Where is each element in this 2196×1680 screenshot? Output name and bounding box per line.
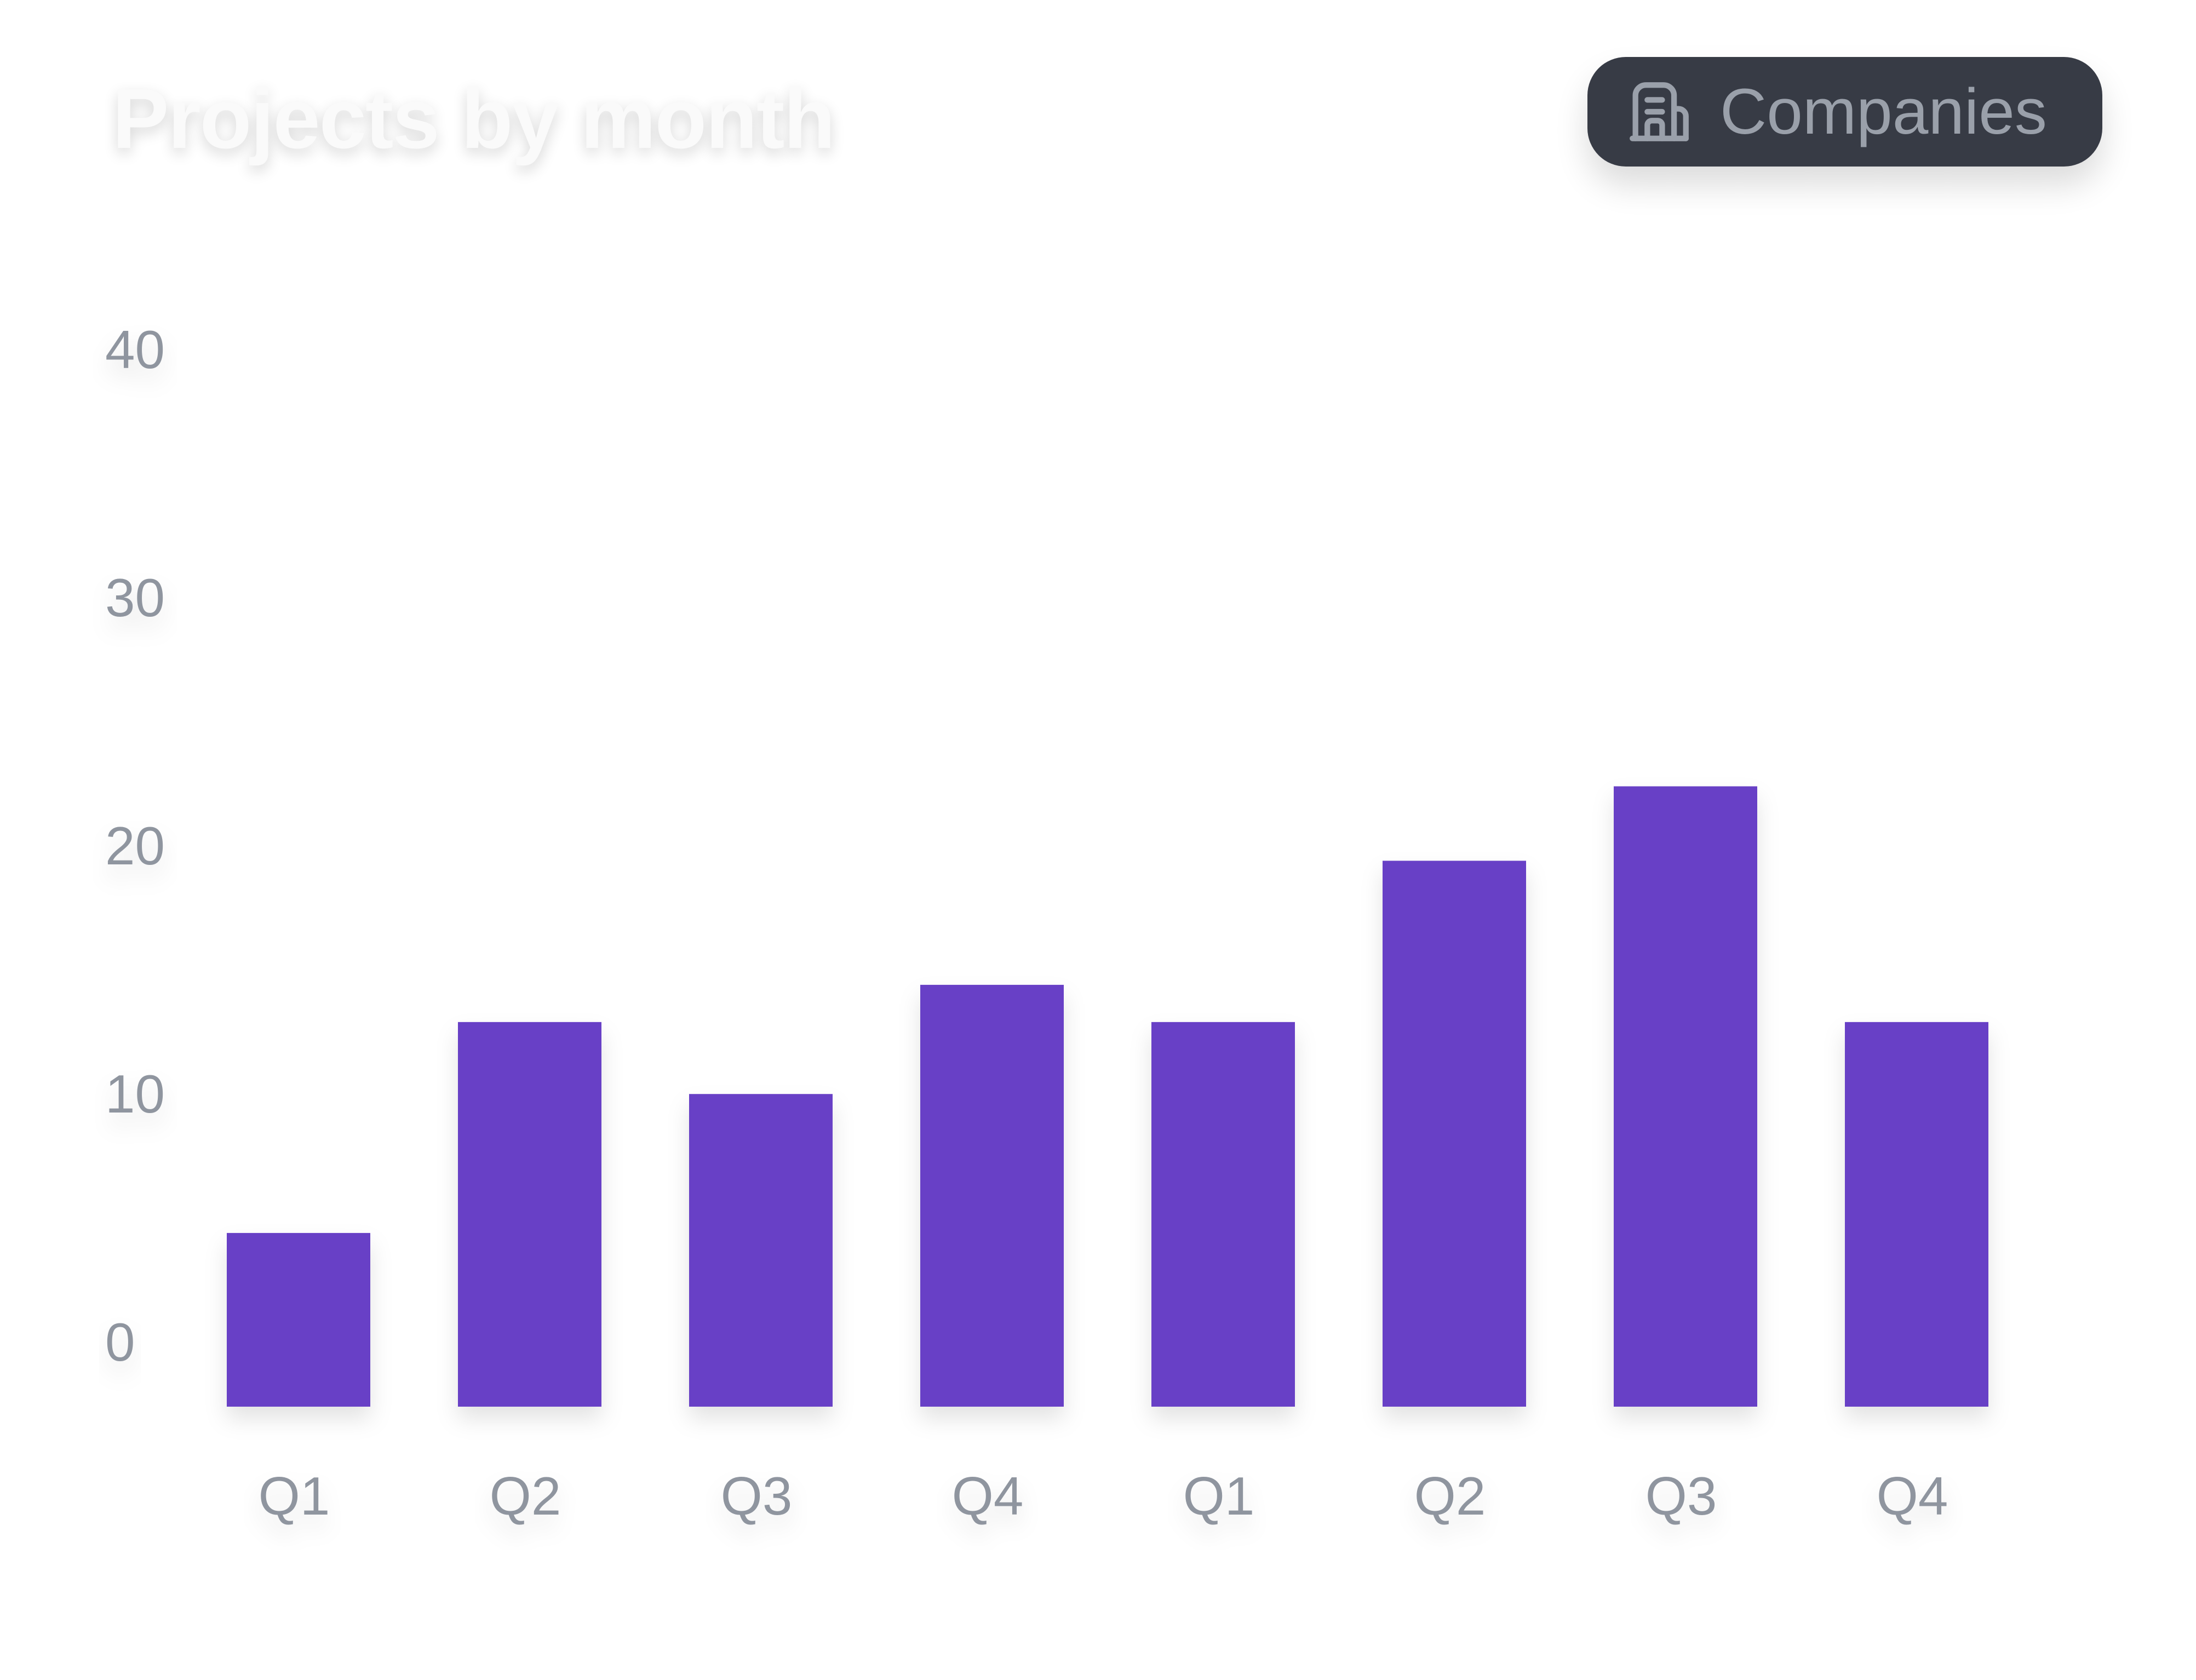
- x-tick-label: Q3: [1645, 1466, 1717, 1526]
- y-axis-ticks: 0 10 20 30 40: [105, 319, 165, 1372]
- bar[interactable]: [920, 984, 1064, 1407]
- x-tick-label: Q1: [259, 1466, 330, 1526]
- x-tick-label: Q3: [721, 1466, 793, 1526]
- bar[interactable]: [1151, 1022, 1295, 1407]
- chart-title: Projects by month: [112, 71, 835, 166]
- bar[interactable]: [689, 1094, 833, 1407]
- companies-button[interactable]: Companies: [1587, 57, 2102, 167]
- bar[interactable]: [1383, 861, 1526, 1407]
- bars: [227, 786, 1988, 1407]
- x-tick-label: Q2: [490, 1466, 561, 1526]
- bar[interactable]: [458, 1022, 601, 1407]
- y-tick-label: 40: [105, 319, 165, 380]
- bar[interactable]: [227, 1232, 370, 1407]
- y-tick-label: 10: [105, 1064, 165, 1124]
- x-tick-label: Q4: [952, 1466, 1024, 1526]
- companies-button-label: Companies: [1720, 76, 2047, 148]
- gridlines: [104, 412, 2112, 1409]
- x-tick-label: Q2: [1414, 1466, 1486, 1526]
- y-tick-label: 30: [105, 567, 165, 628]
- bar[interactable]: [1614, 786, 1757, 1407]
- x-tick-label: Q1: [1183, 1466, 1255, 1526]
- building-icon: [1624, 76, 1695, 147]
- x-axis-ticks: Q1 Q2 Q3 Q4 Q1 Q2 Q3 Q4: [259, 1466, 1948, 1526]
- bar[interactable]: [1845, 1022, 1988, 1407]
- y-tick-label: 20: [105, 816, 165, 876]
- x-tick-label: Q4: [1877, 1466, 1948, 1526]
- y-tick-label: 0: [105, 1312, 135, 1372]
